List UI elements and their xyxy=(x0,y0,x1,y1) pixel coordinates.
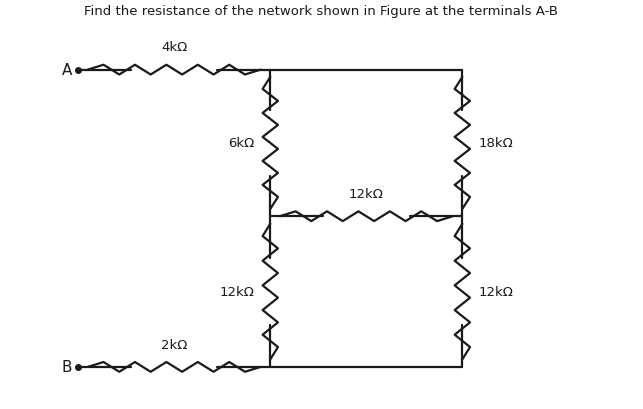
Text: 12kΩ: 12kΩ xyxy=(219,285,254,298)
Text: 12kΩ: 12kΩ xyxy=(349,187,384,200)
Text: 6kΩ: 6kΩ xyxy=(228,137,254,150)
Text: Find the resistance of the network shown in Figure at the terminals A-B: Find the resistance of the network shown… xyxy=(84,5,559,18)
Text: A: A xyxy=(62,63,72,78)
Text: 2kΩ: 2kΩ xyxy=(161,338,188,351)
Text: 4kΩ: 4kΩ xyxy=(161,41,187,54)
Text: 12kΩ: 12kΩ xyxy=(478,285,513,298)
Text: 18kΩ: 18kΩ xyxy=(478,137,513,150)
Text: B: B xyxy=(61,360,72,375)
